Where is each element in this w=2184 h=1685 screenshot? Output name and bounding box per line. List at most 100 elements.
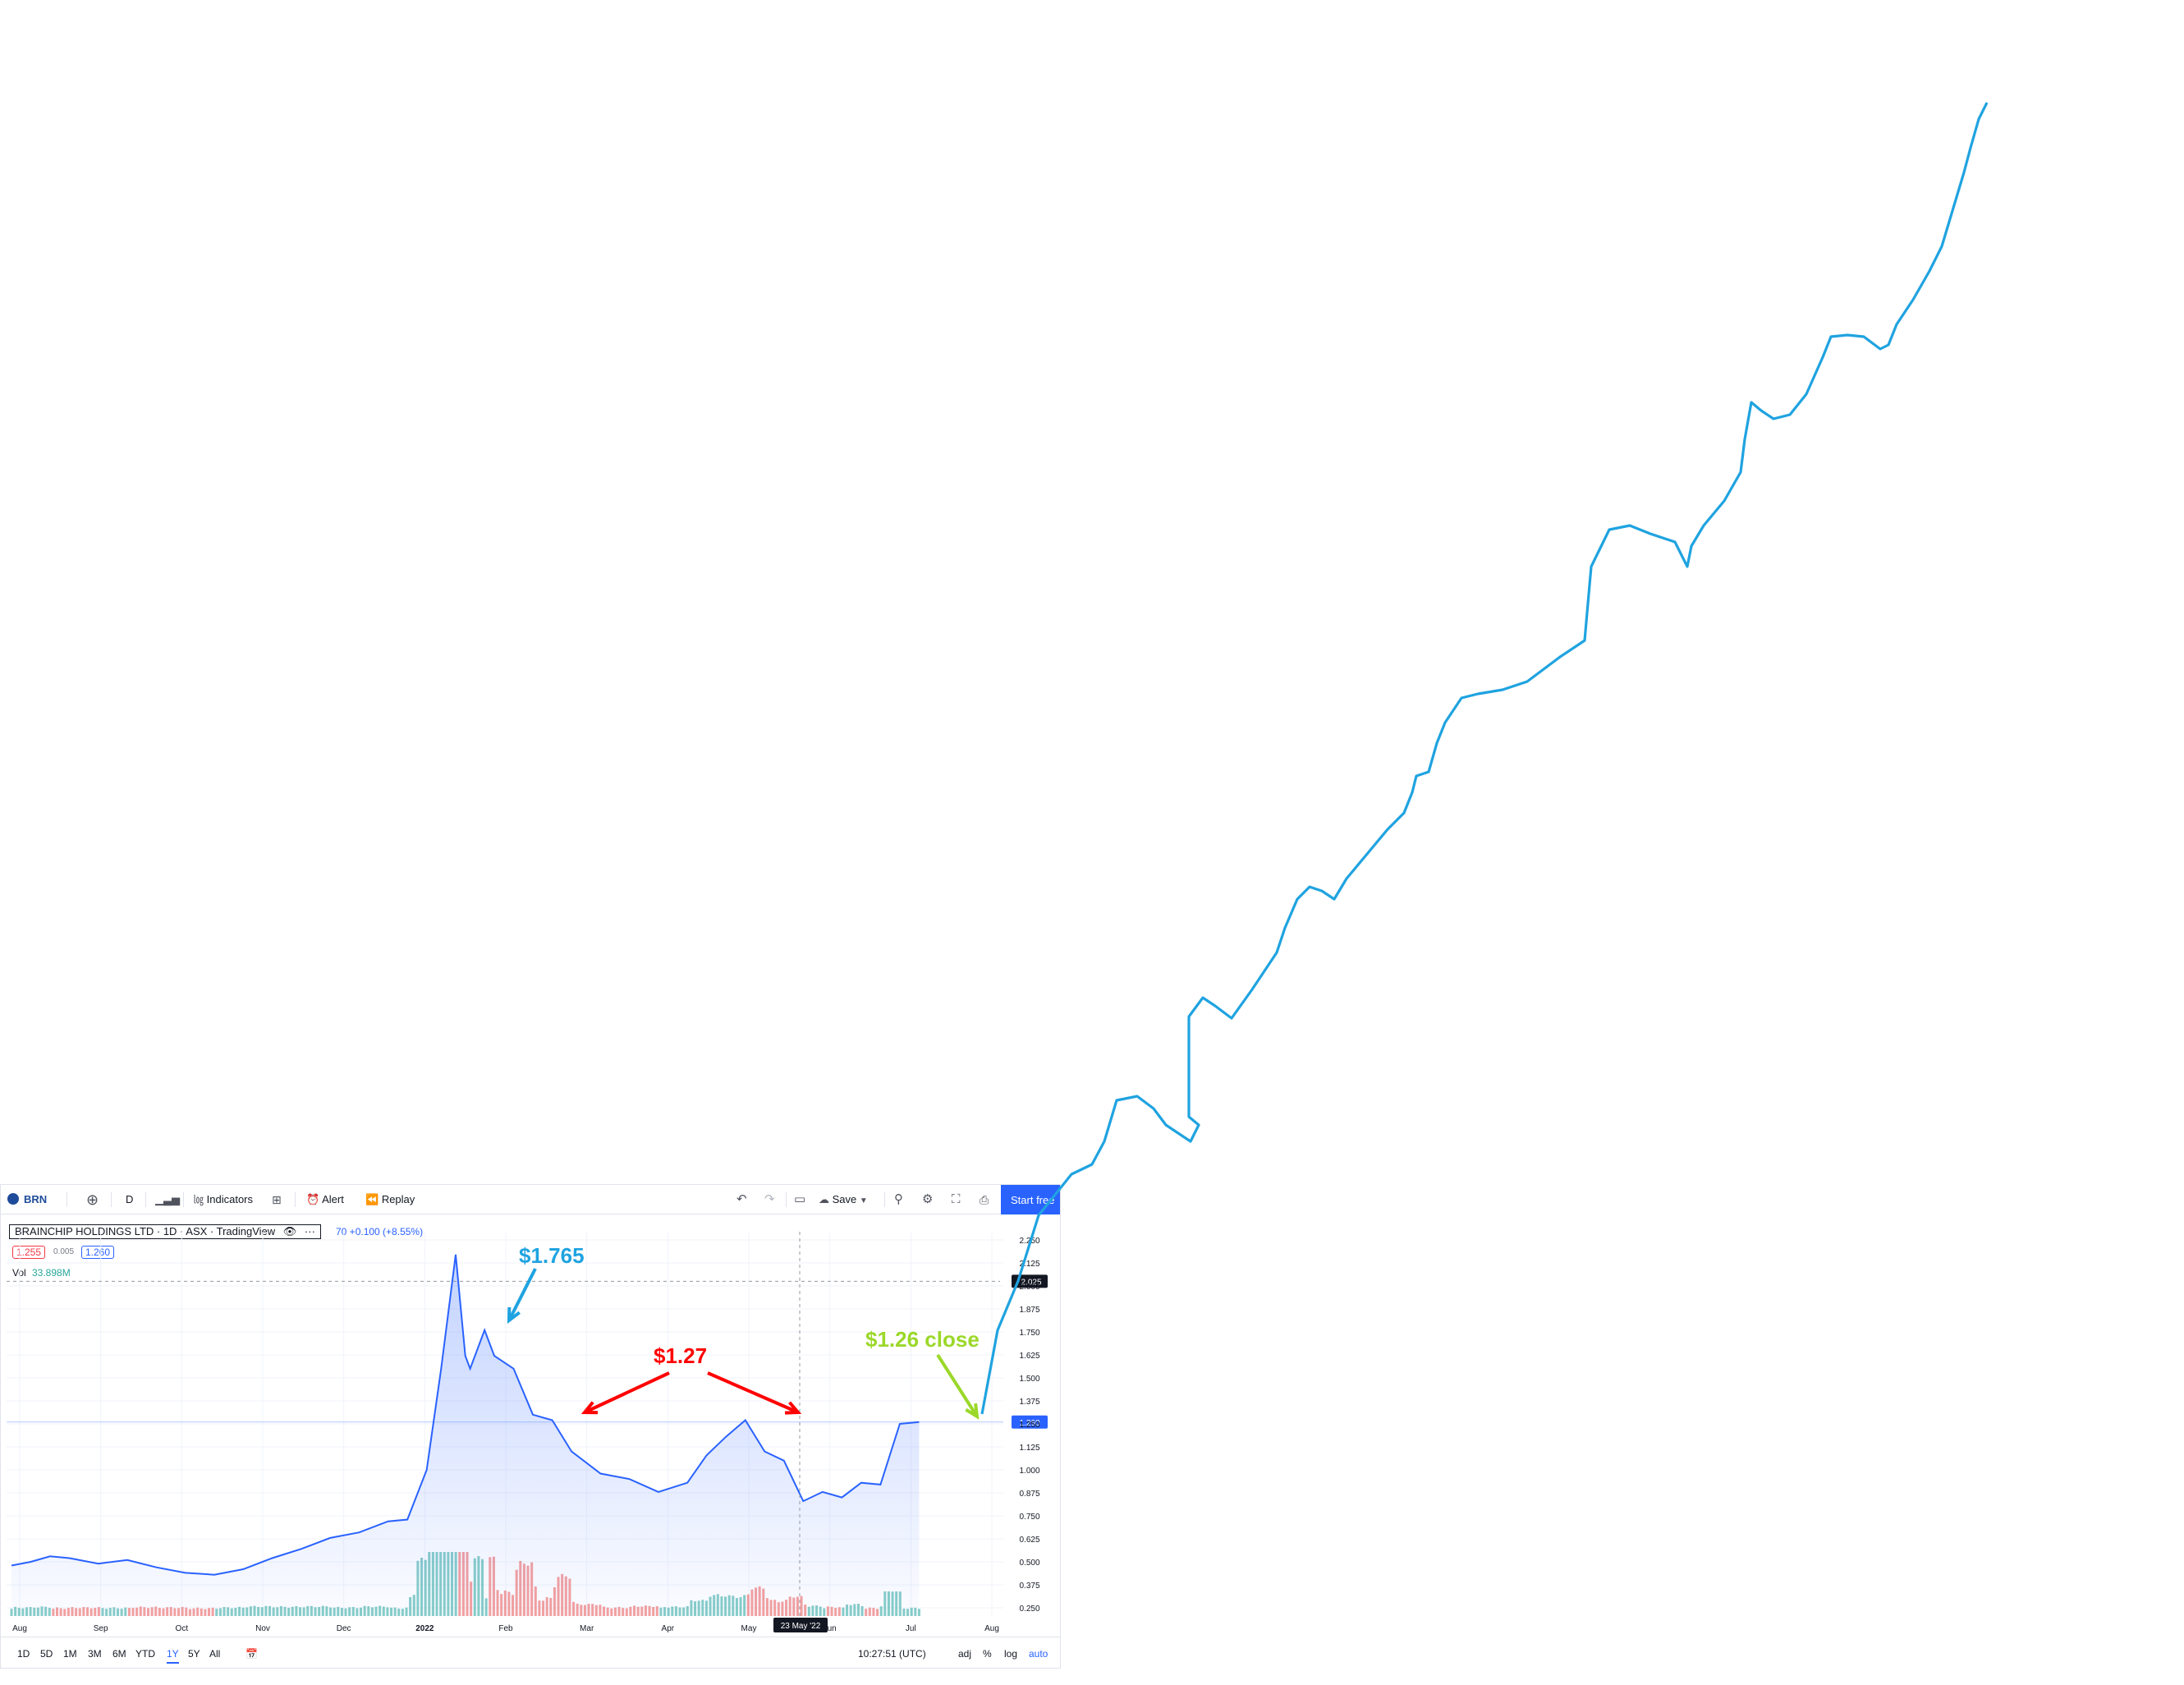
indicators-icon: ㏒ [193,1193,204,1205]
more-icon[interactable]: ··· [304,1225,315,1237]
annotation-double-top-label: $1.27 [654,1343,707,1368]
save-label: Save [832,1193,857,1205]
legend-title-box: BRAINCHIP HOLDINGS LTD · 1D · ASX · Trad… [9,1224,321,1239]
y-tick-label: 0.250 [1019,1605,1039,1614]
x-tick-label: May [741,1624,757,1633]
x-tick-label: Jul [906,1624,916,1633]
x-tick-label: Aug [984,1624,999,1633]
spread-value: 0.005 [53,1247,75,1256]
y-tick-label: 2.000 [1019,1283,1039,1292]
cloud-icon: ☁ [819,1193,829,1205]
range-button-1d[interactable]: 1D [17,1648,30,1660]
adj-toggle[interactable]: adj [958,1648,972,1660]
alert-button[interactable]: ⏰ Alert [306,1185,344,1214]
indicators-button[interactable]: ㏒ Indicators [193,1185,253,1214]
y-tick-label: 1.375 [1019,1398,1039,1407]
annotation-left-arrow-head [580,1401,599,1415]
annotation-close-arrow-head [965,1403,980,1420]
annotation-right-arrow [707,1371,799,1414]
x-tick-label: Oct [176,1624,189,1633]
x-tick-label: Jun [824,1624,837,1633]
calendar-range-icon[interactable]: 📅 [245,1648,258,1660]
volume-label: Vol [12,1267,26,1279]
crosshair-price-label: 2.025 [1021,1278,1041,1287]
chevron-down-icon: ▼ [859,1196,868,1205]
range-button-6m[interactable]: 6M [112,1648,126,1660]
range-button-all[interactable]: All [209,1648,221,1660]
x-tick-label: Mar [580,1624,594,1633]
chart-type-icon[interactable]: ▁▃▅ [155,1193,180,1205]
y-tick-label: 0.375 [1019,1582,1039,1591]
legend-change: 70 +0.100 (+8.55%) [336,1226,424,1237]
y-tick-label: 1.250 [1019,1421,1039,1430]
layout-icon[interactable]: ▭ [794,1192,806,1206]
symbol-label: BRN [24,1193,48,1205]
x-tick-label: Dec [337,1624,351,1633]
compare-add-icon[interactable]: ⊕ [86,1191,99,1208]
y-tick-label: 0.625 [1019,1536,1039,1545]
range-button-3m[interactable]: 3M [88,1648,102,1660]
annotation-close-arrow [936,1353,979,1418]
last-price-tag [1012,1415,1048,1429]
interval-button[interactable]: D [126,1193,134,1205]
y-tick-label: 1.625 [1019,1352,1039,1361]
y-tick-label: 1.750 [1019,1329,1039,1338]
eye-icon[interactable]: 👁 [282,1225,297,1237]
range-button-1m[interactable]: 1M [63,1648,77,1660]
range-button-ytd[interactable]: YTD [135,1648,155,1660]
x-tick-label: Apr [662,1624,675,1633]
crosshair-layer: 1.260 2.025 23 May '22 [7,1232,1048,1632]
fullscreen-icon[interactable]: ⛶ [952,1192,961,1206]
alert-clock-icon: ⏰ [306,1193,320,1205]
last-price-label: 1.260 [1019,1419,1039,1428]
x-tick-label: 2022 [415,1624,434,1633]
undo-icon[interactable]: ↶ [736,1192,747,1206]
camera-icon[interactable]: ⎙ [980,1193,989,1206]
indicators-label: Indicators [206,1193,254,1205]
alert-label: Alert [322,1193,344,1205]
y-tick-label: 2.125 [1019,1260,1039,1269]
volume-bar [917,1609,920,1616]
templates-icon[interactable]: ⊞ [272,1193,282,1206]
crosshair-date-tag [773,1618,828,1632]
replay-icon: ⏪ [365,1193,379,1205]
y-tick-label: 0.875 [1019,1490,1039,1499]
annotation-right-arrow-head [784,1401,802,1415]
x-axis: Aug Sep Oct Nov Dec 2022 Feb Mar Apr May Jun Jul Aug [12,1624,999,1633]
y-tick-label: 1.125 [1019,1444,1039,1453]
bid-badge: 1.255 [12,1246,46,1259]
annotation-peak-label: $1.765 [519,1243,585,1268]
log-toggle[interactable]: log [1004,1648,1018,1660]
annotation-close-label: $1.26 close [865,1327,980,1352]
crosshair-price-tag [1012,1274,1048,1288]
overlay-hand-drawn-line [980,102,1989,1415]
volume-value: 33.898M [32,1267,71,1279]
range-button-5d[interactable]: 5D [40,1648,53,1660]
brainchip-logo-icon [7,1193,19,1205]
save-button[interactable]: ☁ Save ▼ [819,1185,868,1214]
x-tick-label: Aug [12,1624,27,1633]
range-button-5y[interactable]: 5Y [188,1648,200,1660]
annotations: $1.765 $1.27 $1.26 close [507,1243,980,1420]
annotation-peak-arrow-head [507,1306,521,1325]
range-button-1y[interactable]: 1Y [167,1637,179,1664]
percent-toggle[interactable]: % [983,1648,992,1660]
y-tick-label: 0.500 [1019,1559,1039,1568]
y-axis: 0.250 0.375 0.500 0.625 0.750 0.875 1.000 1.125… [1019,1237,1039,1614]
replay-label: Replay [381,1193,415,1205]
x-tick-label: Feb [498,1624,513,1633]
search-icon[interactable]: ⚲ [894,1192,903,1206]
time-readout: 10:27:51 (UTC) [858,1648,926,1660]
y-tick-label: 0.750 [1019,1513,1039,1522]
redo-icon[interactable]: ↷ [764,1192,775,1206]
symbol-button[interactable]: BRN [7,1185,47,1214]
price-area [11,1254,920,1616]
annotation-peak-arrow [507,1268,537,1321]
y-tick-label: 1.500 [1019,1375,1039,1384]
replay-button[interactable]: ⏪ Replay [365,1185,415,1214]
crosshair-date-label: 23 May '22 [781,1622,821,1631]
price-line [11,1254,920,1576]
auto-toggle[interactable]: auto [1029,1648,1048,1660]
settings-gear-icon[interactable]: ⚙ [922,1192,934,1206]
